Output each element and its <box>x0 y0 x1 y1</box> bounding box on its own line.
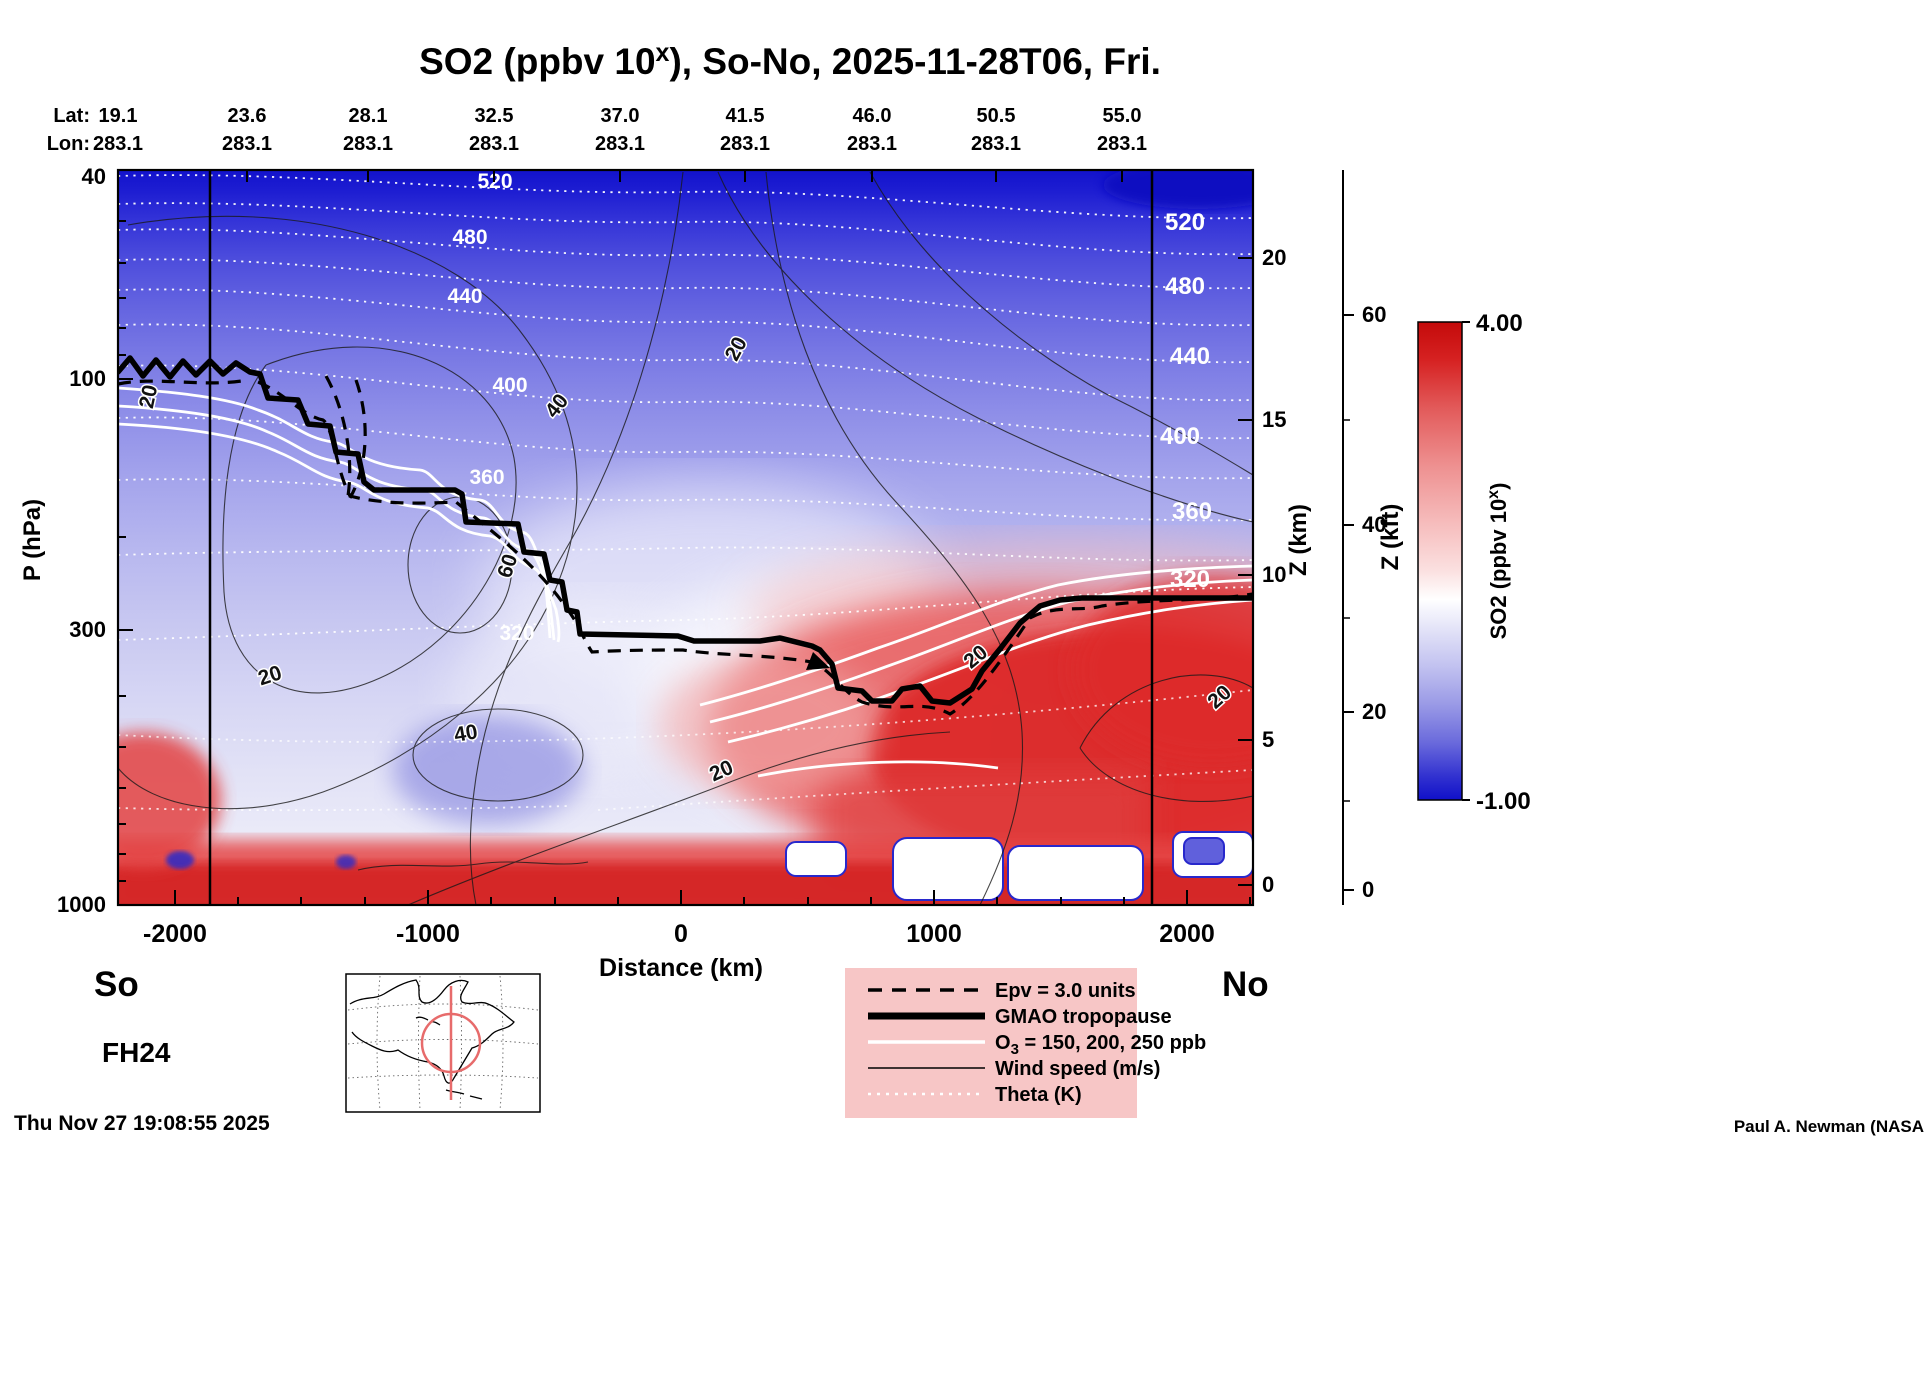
zkm-axis-title: Z (km) <box>1285 504 1312 576</box>
lat-tick: 32.5 <box>475 105 514 127</box>
lat-tick: 55.0 <box>1103 105 1142 127</box>
x-tick: 0 <box>674 920 688 948</box>
lon-axis-label: Lon: <box>47 133 90 155</box>
surface-pockets <box>785 831 1253 901</box>
zkm-tick: 10 <box>1262 562 1286 587</box>
distance-axis: -2000 -1000 0 1000 2000 Distance (km) So… <box>94 920 1269 1004</box>
x-tick: -2000 <box>143 920 207 948</box>
south-endpoint-label: So <box>94 965 139 1004</box>
p-tick: 40 <box>82 164 106 189</box>
colorbar-title: SO2 (ppbv 10x) <box>1485 483 1511 640</box>
lon-tick: 283.1 <box>469 133 519 155</box>
theta-label: 480 <box>1165 273 1205 300</box>
theta-label: 400 <box>1160 423 1200 450</box>
theta-label: 440 <box>447 285 482 308</box>
theta-label: 480 <box>452 226 487 249</box>
theta-label: 360 <box>469 466 504 489</box>
forecast-hour-label: FH24 <box>102 1037 171 1068</box>
theta-label: 440 <box>1170 343 1210 370</box>
zkft-tick: 40 <box>1362 512 1386 537</box>
zkm-tick: 15 <box>1262 407 1286 432</box>
colorbar-max: 4.00 <box>1476 310 1523 337</box>
page-title: SO2 (ppbv 10x), So-No, 2025-11-28T06, Fr… <box>419 39 1161 82</box>
lat-tick: 37.0 <box>601 105 640 127</box>
zkft-axis-title: Z (kft) <box>1377 504 1404 571</box>
zkft-tick: 0 <box>1362 877 1374 902</box>
legend: Epv = 3.0 units GMAO tropopause O3 = 150… <box>845 968 1206 1118</box>
x-tick: 1000 <box>906 920 962 948</box>
lon-tick: 283.1 <box>222 133 272 155</box>
lat-tick: 19.1 <box>99 105 138 127</box>
wind-label: 40 <box>452 720 479 747</box>
colorbar-gradient <box>1417 321 1463 801</box>
theta-label: 520 <box>1165 209 1205 236</box>
p-tick: 100 <box>69 366 106 391</box>
zkm-tick: 20 <box>1262 245 1286 270</box>
colorbar: 4.00 -1.00 SO2 (ppbv 10x) <box>1417 310 1531 815</box>
legend-wind-label: Wind speed (m/s) <box>995 1058 1160 1080</box>
legend-tropopause-label: GMAO tropopause <box>995 1006 1172 1028</box>
lon-tick: 283.1 <box>1097 133 1147 155</box>
theta-label: 400 <box>492 374 527 397</box>
zkft-tick: 60 <box>1362 302 1386 327</box>
wind-contours <box>118 171 1253 905</box>
pressure-axis: 40 100 300 1000 P (hPa) <box>19 164 106 917</box>
tropopause-line <box>118 355 1253 706</box>
lat-tick: 28.1 <box>349 105 388 127</box>
lat-tick: 50.5 <box>977 105 1016 127</box>
zkm-axis: 20 15 10 5 0 Z (km) <box>1262 245 1312 897</box>
x-tick: -1000 <box>396 920 460 948</box>
map-inset <box>345 973 541 1113</box>
x-tick: 2000 <box>1159 920 1215 948</box>
credit: Paul A. Newman (NASA <box>1734 1117 1924 1136</box>
lon-tick: 283.1 <box>847 133 897 155</box>
lat-tick: 23.6 <box>228 105 267 127</box>
theta-contours <box>118 174 1253 812</box>
lon-tick: 283.1 <box>93 133 143 155</box>
north-endpoint-label: No <box>1222 965 1269 1004</box>
lat-tick: 46.0 <box>853 105 892 127</box>
p-axis-title: P (hPa) <box>19 499 46 581</box>
theta-label: 320 <box>499 622 534 645</box>
lon-tick: 283.1 <box>595 133 645 155</box>
x-axis-title: Distance (km) <box>599 954 763 982</box>
zkft-tick: 20 <box>1362 699 1386 724</box>
theta-label: 320 <box>1170 566 1210 593</box>
p-tick: 300 <box>69 617 106 642</box>
zkft-axis: 60 40 20 0 Z (kft) <box>1342 170 1404 905</box>
lon-tick: 283.1 <box>343 133 393 155</box>
zkm-tick: 5 <box>1262 727 1274 752</box>
colorbar-min: -1.00 <box>1476 788 1531 815</box>
timestamp: Thu Nov 27 19:08:55 2025 <box>14 1112 270 1135</box>
wind-label: 20 <box>135 383 162 411</box>
lat-axis-label: Lat: <box>53 105 90 127</box>
tropopause-fold-marker <box>806 652 830 670</box>
top-axis-lat-lon: Lat: 19.1 23.6 28.1 32.5 37.0 41.5 46.0 … <box>47 105 1147 155</box>
lon-tick: 283.1 <box>720 133 770 155</box>
theta-label: 360 <box>1172 498 1212 525</box>
legend-ozone-label: O3 = 150, 200, 250 ppb <box>995 1032 1206 1058</box>
axis-ticks <box>117 169 1253 906</box>
main-plot: 520 520 480 480 440 440 400 400 360 360 … <box>116 168 1255 907</box>
lat-tick: 41.5 <box>726 105 765 127</box>
lon-tick: 283.1 <box>971 133 1021 155</box>
legend-theta-label: Theta (K) <box>995 1084 1082 1106</box>
legend-epv-label: Epv = 3.0 units <box>995 980 1136 1002</box>
zkm-tick: 0 <box>1262 872 1274 897</box>
p-tick: 1000 <box>57 892 106 917</box>
